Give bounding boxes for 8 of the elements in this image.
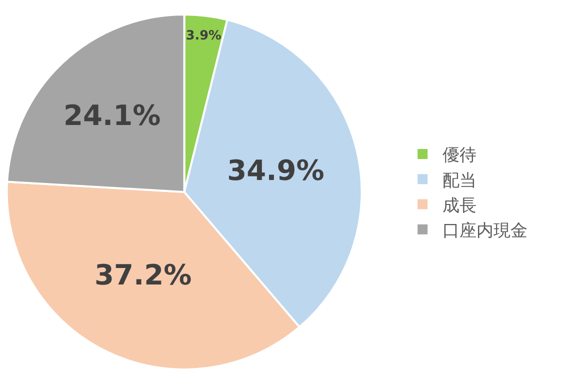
legend-label: 成長 bbox=[442, 196, 477, 216]
data-label: 3.9% bbox=[186, 28, 222, 44]
legend-label: 口座内現金 bbox=[442, 220, 528, 241]
data-label: 37.2% bbox=[94, 258, 192, 292]
data-label: 24.1% bbox=[63, 98, 161, 132]
legend-label: 配当 bbox=[442, 170, 477, 191]
legend-label: 優待 bbox=[442, 146, 477, 166]
data-label: 34.9% bbox=[227, 154, 324, 188]
